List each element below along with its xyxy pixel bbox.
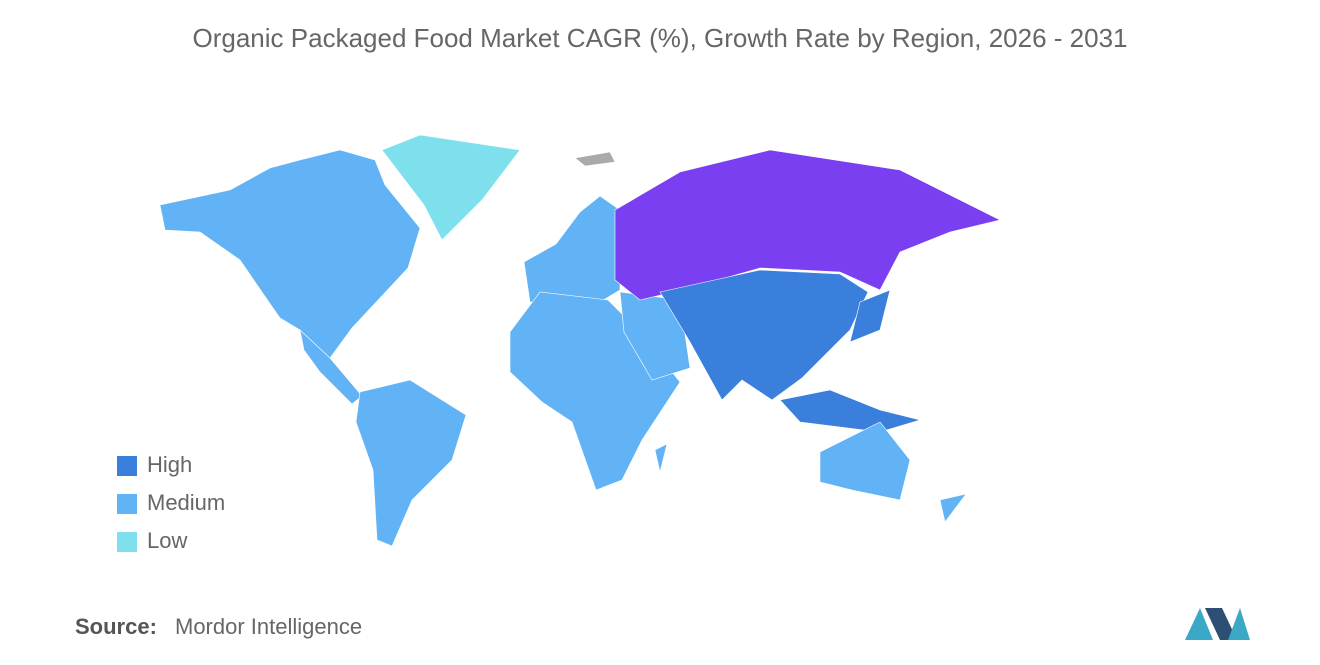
legend-swatch xyxy=(117,494,137,514)
world-map xyxy=(159,134,1001,547)
region-southeast-asia xyxy=(779,389,922,433)
logo-part xyxy=(1205,608,1237,640)
region-asia xyxy=(659,269,869,401)
source-label: Source: xyxy=(75,614,157,639)
legend-label: Medium xyxy=(147,490,225,515)
region-madagascar xyxy=(654,443,668,473)
map-title: Organic Packaged Food Market CAGR (%), G… xyxy=(193,23,1128,53)
logo-part xyxy=(1228,608,1250,640)
region-south-america xyxy=(355,379,467,547)
legend: High Medium Low xyxy=(117,452,225,553)
region-new-zealand xyxy=(939,493,967,523)
source-name: Mordor Intelligence xyxy=(175,614,362,639)
legend-swatch xyxy=(117,456,137,476)
legend-swatch xyxy=(117,532,137,552)
legend-label: High xyxy=(147,452,192,477)
legend-label: Low xyxy=(147,528,187,553)
region-central-america xyxy=(299,329,363,405)
region-north-america xyxy=(159,149,421,359)
region-greenland xyxy=(381,134,521,241)
region-no-data xyxy=(574,151,616,167)
region-russia xyxy=(614,149,1001,301)
region-australia xyxy=(819,421,911,501)
logo xyxy=(1185,608,1250,640)
region-europe xyxy=(523,195,621,303)
region-japan xyxy=(849,289,891,343)
logo-part xyxy=(1185,608,1213,640)
